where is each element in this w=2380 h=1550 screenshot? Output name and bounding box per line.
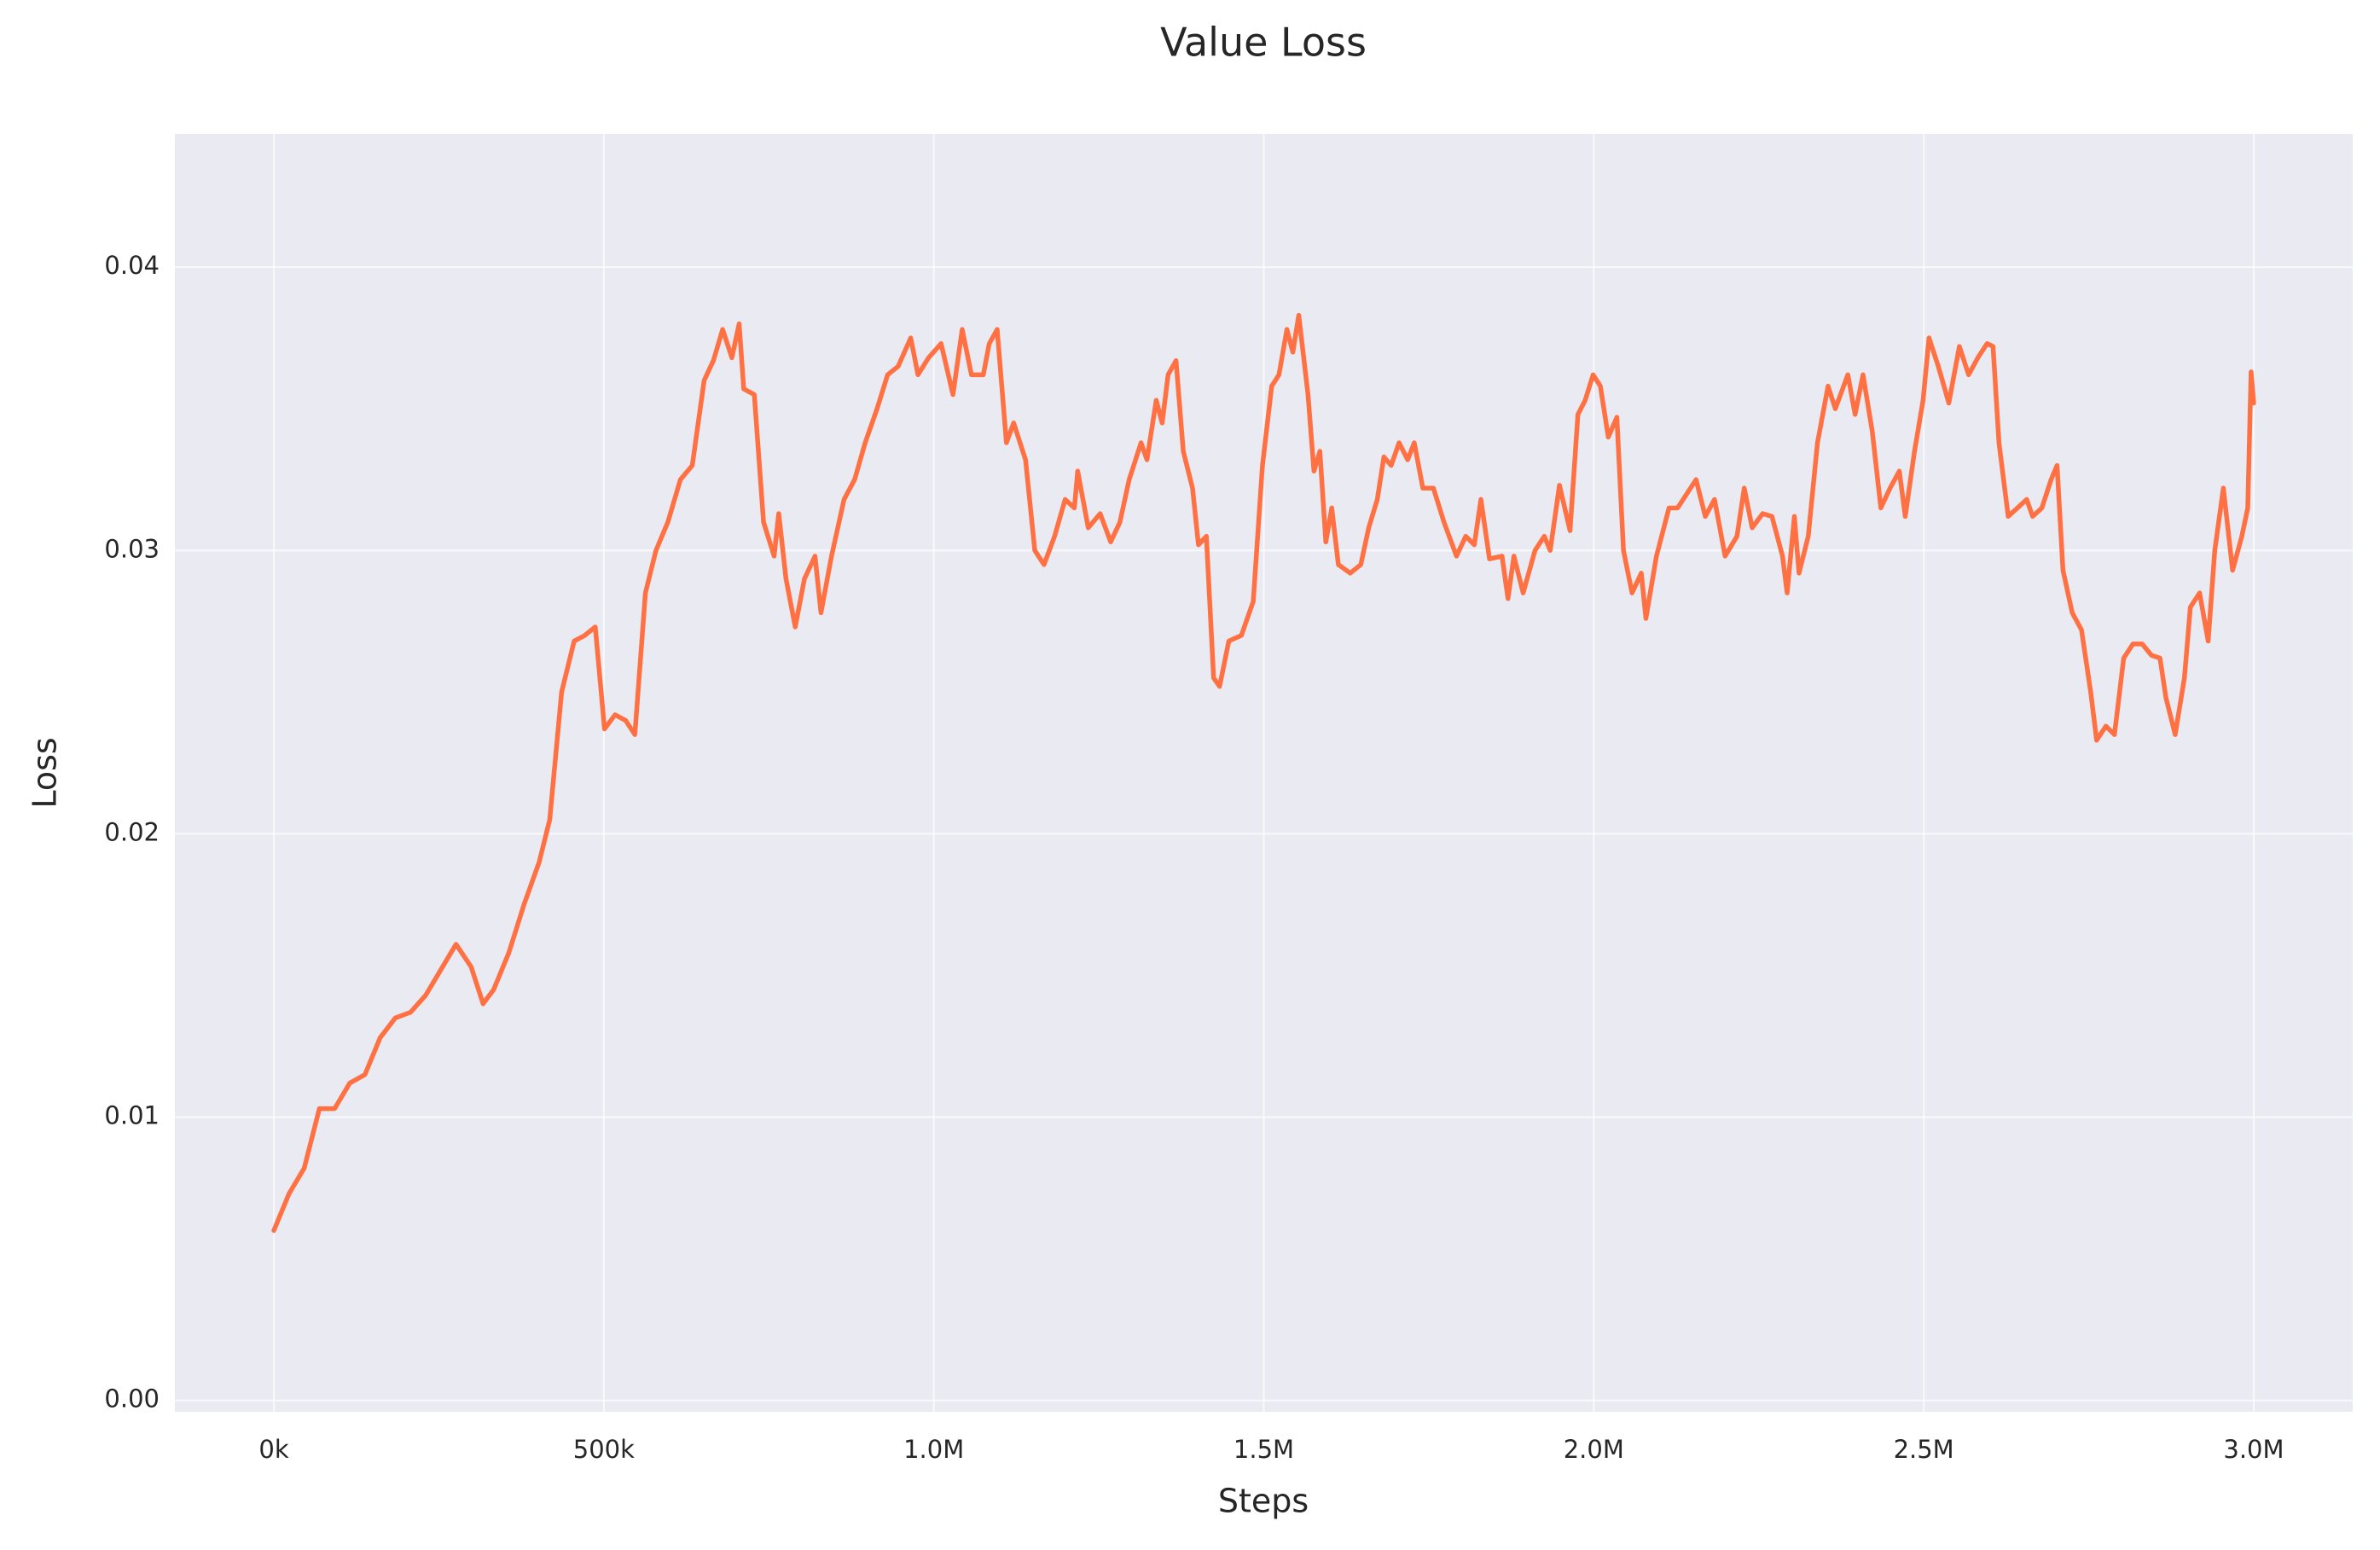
y-axis-label: Loss <box>26 737 64 808</box>
x-tick-label: 0k <box>258 1435 288 1464</box>
x-tick-label: 1.0M <box>903 1435 964 1464</box>
y-tick-label: 0.00 <box>104 1385 160 1414</box>
x-tick-label: 2.0M <box>1564 1435 1624 1464</box>
x-tick-label: 3.0M <box>2223 1435 2284 1464</box>
x-tick-label: 500k <box>573 1435 635 1464</box>
y-tick-label: 0.03 <box>104 534 160 563</box>
y-tick-label: 0.01 <box>104 1101 160 1130</box>
line <box>271 312 2256 1234</box>
chart-title: Value Loss <box>1160 20 1367 66</box>
y-tick-label: 0.02 <box>104 817 160 846</box>
x-tick-label: 2.5M <box>1894 1435 1954 1464</box>
y-tick-label: 0.04 <box>104 251 160 280</box>
x-tick-label: 1.5M <box>1234 1435 1294 1464</box>
x-axis-label: Steps <box>1218 1483 1309 1520</box>
